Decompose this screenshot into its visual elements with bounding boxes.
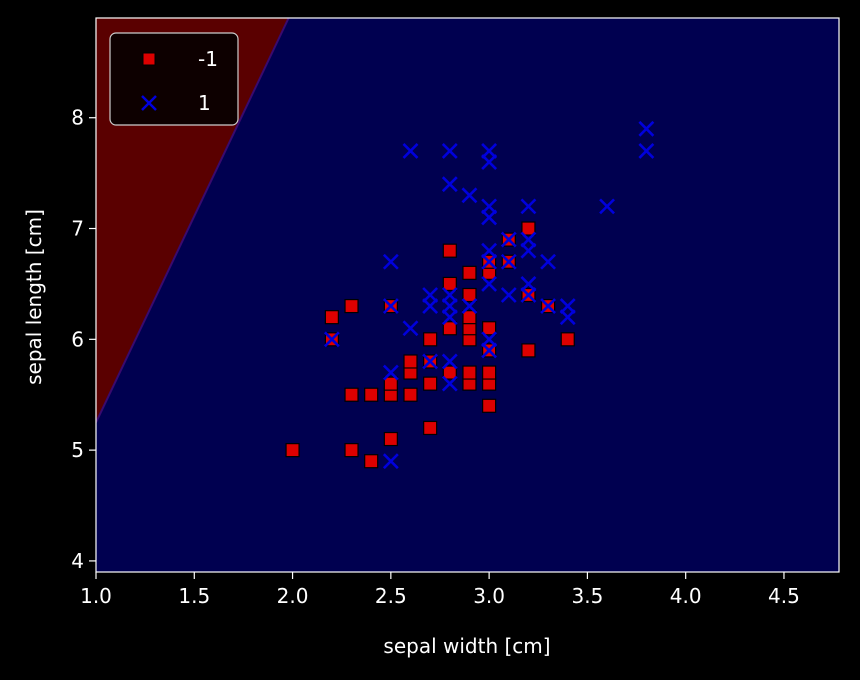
x-tick-label: 4.5 <box>768 584 800 608</box>
data-point-negative <box>442 243 457 258</box>
data-point-negative <box>462 287 477 303</box>
x-tick-label: 1.0 <box>80 584 112 608</box>
data-point-positive <box>441 287 458 303</box>
data-point-negative <box>423 332 438 347</box>
y-axis-label: sepal length [cm] <box>22 209 46 385</box>
y-tick-label: 4 <box>71 549 84 573</box>
data-point-positive <box>382 364 399 381</box>
data-point-negative <box>482 398 497 413</box>
data-point-positive <box>520 198 537 215</box>
data-point-negative <box>560 332 575 347</box>
data-markers <box>285 120 655 470</box>
data-point-positive <box>500 287 517 303</box>
data-point-negative <box>462 265 477 280</box>
data-point-negative <box>344 298 359 314</box>
y-tick-label: 7 <box>71 217 84 241</box>
data-point-positive <box>402 320 419 337</box>
data-point-positive <box>500 231 517 248</box>
data-point-positive <box>481 242 498 259</box>
data-point-positive <box>402 143 419 159</box>
data-point-negative <box>423 376 438 391</box>
data-point-positive <box>461 187 478 204</box>
data-point-positive <box>559 298 576 314</box>
x-tick-label: 2.0 <box>277 584 309 608</box>
data-point-positive <box>382 298 399 314</box>
data-point-positive <box>441 375 458 392</box>
data-point-positive <box>441 176 458 193</box>
legend-marker-square <box>142 52 156 66</box>
data-point-negative <box>403 387 418 402</box>
data-point-negative <box>442 365 457 380</box>
data-point-positive <box>422 287 439 303</box>
x-tick-label: 3.0 <box>473 584 505 608</box>
data-point-negative <box>423 420 438 436</box>
x-axis: 1.0 1.5 2.0 2.5 3.0 3.5 4.0 4.5 <box>80 572 800 608</box>
data-point-negative <box>403 354 418 369</box>
data-point-negative <box>344 387 359 402</box>
data-point-positive <box>540 298 557 314</box>
data-point-positive <box>481 276 498 292</box>
y-tick-label: 6 <box>71 327 84 351</box>
data-point-negative <box>344 443 359 458</box>
data-point-positive <box>500 253 517 270</box>
legend-marker-x <box>141 95 157 111</box>
data-point-negative <box>364 387 379 402</box>
data-point-positive <box>382 253 399 270</box>
data-point-negative <box>521 343 536 358</box>
data-point-negative <box>442 321 457 336</box>
data-point-negative <box>383 431 398 447</box>
legend-label-negative: -1 <box>198 47 218 71</box>
data-point-positive <box>481 198 498 215</box>
y-tick-label: 5 <box>71 438 84 462</box>
data-point-positive <box>441 143 458 159</box>
x-tick-label: 2.5 <box>375 584 407 608</box>
data-point-negative <box>521 221 536 236</box>
data-point-negative <box>383 376 398 391</box>
data-point-positive <box>599 198 615 215</box>
data-point-positive <box>382 453 399 470</box>
data-point-negative <box>285 443 300 458</box>
y-tick-label: 8 <box>71 106 84 130</box>
data-point-positive <box>461 298 478 314</box>
data-point-negative <box>462 365 477 380</box>
data-point-negative <box>482 321 497 336</box>
x-tick-label: 3.5 <box>571 584 603 608</box>
data-point-positive <box>481 331 498 348</box>
data-point-positive <box>638 143 655 159</box>
data-point-positive <box>441 353 458 370</box>
data-point-negative <box>364 454 379 469</box>
data-point-positive <box>520 231 537 248</box>
x-axis-label: sepal width [cm] <box>383 634 550 658</box>
legend-box <box>109 32 239 126</box>
legend: -1 1 <box>109 32 239 126</box>
data-point-positive <box>540 253 557 270</box>
plot-frame <box>95 17 840 573</box>
decision-boundary <box>96 18 290 423</box>
data-point-negative <box>482 365 497 380</box>
data-point-positive <box>638 120 655 137</box>
data-point-negative <box>442 276 457 292</box>
data-point-negative <box>462 310 477 325</box>
x-tick-label: 4.0 <box>670 584 702 608</box>
y-axis: 4 5 6 7 8 <box>71 106 96 573</box>
x-tick-label: 1.5 <box>178 584 210 608</box>
data-point-positive <box>520 276 537 292</box>
data-point-positive <box>323 331 340 348</box>
data-point-positive <box>481 143 498 159</box>
data-point-positive <box>422 353 439 370</box>
data-point-negative <box>324 310 339 325</box>
legend-label-positive: 1 <box>198 91 211 115</box>
